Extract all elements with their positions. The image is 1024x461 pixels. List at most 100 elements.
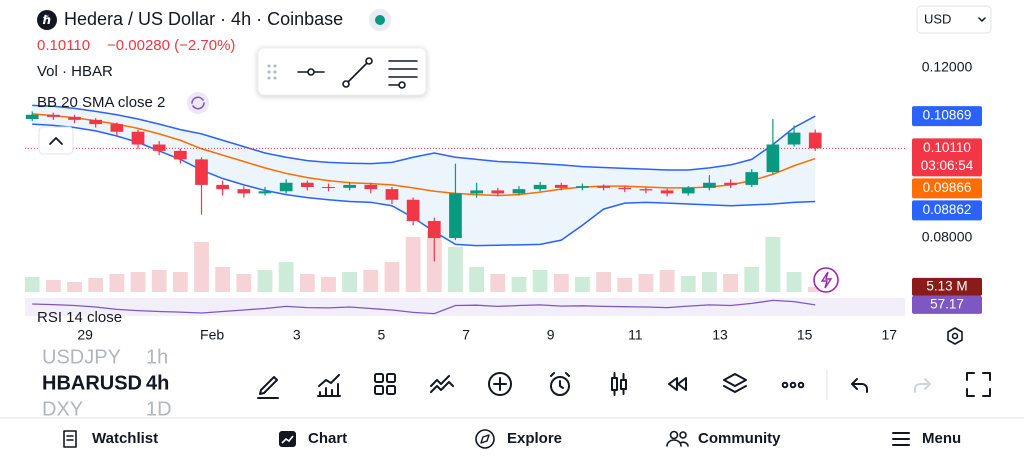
dropdown-arrow (978, 17, 986, 22)
coin-logo (37, 10, 57, 30)
chart-type[interactable] (611, 372, 627, 396)
volume-bar (638, 274, 654, 292)
price-badge-label: 0.10110 (923, 140, 971, 155)
alerts-button[interactable] (813, 267, 839, 293)
nav-community[interactable]: Community (666, 430, 781, 447)
candle-body (343, 184, 356, 188)
indicators-tool[interactable] (317, 374, 341, 397)
candle-body (491, 190, 505, 194)
nav-explore[interactable]: Explore (475, 429, 562, 449)
currency: USD (924, 11, 951, 26)
band-upper (32, 104, 816, 171)
volume-bar (744, 267, 760, 292)
candle-body (406, 199, 420, 222)
redo (914, 378, 931, 393)
volume-bar (575, 277, 590, 292)
volume-bar (532, 270, 548, 292)
volume-bar (405, 237, 421, 292)
nav-watchlist[interactable]: Watchlist (63, 430, 158, 448)
volume-label-text: 5.13 M (926, 278, 967, 293)
candle-body (470, 190, 483, 194)
volume-bar (617, 278, 633, 292)
candle-body (639, 189, 653, 191)
currency-select[interactable] (916, 5, 992, 34)
x-tick-label: 17 (882, 327, 898, 343)
volume-bar (45, 280, 61, 292)
compare-tool[interactable] (430, 375, 454, 393)
candle-body (152, 144, 166, 151)
candle-body (25, 114, 39, 120)
add-symbol[interactable] (488, 372, 512, 396)
candle-body (449, 193, 462, 239)
volume-label (912, 277, 982, 296)
settings-tool[interactable] (388, 60, 418, 89)
drawing-toolbar (257, 47, 427, 96)
rsi-legend[interactable]: RSI 14 close (37, 309, 122, 326)
volume-legend[interactable]: Vol · HBAR (37, 63, 113, 80)
candle-body (745, 172, 759, 185)
price-badge (912, 178, 982, 199)
trend-line-tool[interactable] (342, 57, 373, 88)
candle-body (554, 184, 568, 188)
toolbar (257, 370, 991, 400)
volume-bar (130, 272, 146, 292)
layers-tool[interactable] (723, 373, 747, 393)
x-tick-label: Feb (200, 327, 224, 343)
rsi-label (912, 295, 982, 314)
y-tick-label: 0.12000 (922, 59, 973, 75)
candle-body (279, 182, 293, 192)
volume-bar (215, 267, 231, 292)
candle-body (787, 132, 801, 145)
price-badge-label: 0.08862 (923, 202, 972, 217)
volume-bar (194, 242, 209, 292)
watchlist-symbol[interactable]: HBARUSD (42, 372, 142, 394)
bb-refresh[interactable] (187, 92, 209, 114)
rsi-line (32, 299, 816, 315)
drag-handle[interactable] (267, 64, 277, 80)
candle-body (512, 189, 526, 194)
volume-bar (659, 270, 675, 292)
collapse-legend[interactable] (38, 126, 74, 155)
bb-legend[interactable]: BB 20 SMA close 2 (37, 94, 165, 111)
x-tick-label: 7 (462, 327, 470, 343)
x-tick-label: 9 (547, 327, 555, 343)
undo[interactable] (851, 378, 868, 393)
horizontal-line-tool[interactable] (297, 68, 325, 76)
candle-body (89, 119, 103, 125)
fullscreen[interactable] (966, 372, 991, 397)
candle-body (576, 186, 589, 188)
alert-tool[interactable] (550, 372, 570, 396)
x-tick-label: 15 (797, 327, 813, 343)
candle-body (237, 189, 251, 194)
volume-bar (88, 278, 104, 292)
volume-bar (278, 262, 294, 292)
market-status (375, 15, 385, 25)
candle-body (131, 131, 145, 145)
price-badge (912, 138, 982, 177)
candle-body (618, 187, 632, 190)
band-fill (32, 105, 816, 246)
x-tick-label: 13 (712, 327, 728, 343)
refresh-icon (191, 96, 205, 110)
volume-bar (299, 274, 315, 292)
countdown: 03:06:54 (921, 158, 974, 173)
nav-chart[interactable]: Chart (279, 430, 347, 447)
axes: 0.12000 0.08000 29 Feb 3 5 7 9 11 13 15 17 0.10869 0.… (77, 59, 982, 343)
candle-body (427, 221, 441, 239)
more-tool[interactable] (781, 381, 805, 389)
watchlist-symbol[interactable]: DXY (42, 398, 83, 420)
nav-menu[interactable]: Menu (892, 430, 961, 447)
watchlist-interval: 1D (146, 398, 172, 420)
candle-body (195, 159, 208, 185)
replay-tool[interactable] (668, 377, 687, 391)
chart-settings[interactable] (947, 327, 963, 345)
watchlist-symbol[interactable]: USDJPY (42, 346, 121, 368)
symbol-title[interactable]: Hedera / US Dollar · 4h · Coinbase (64, 9, 343, 29)
price-badge-label: 0.10869 (923, 108, 972, 123)
volume-bar (723, 274, 738, 292)
x-tick-label: 3 (293, 327, 301, 343)
layouts-tool[interactable] (374, 373, 396, 395)
volume-bar (469, 267, 485, 292)
draw-tool[interactable] (257, 376, 279, 399)
